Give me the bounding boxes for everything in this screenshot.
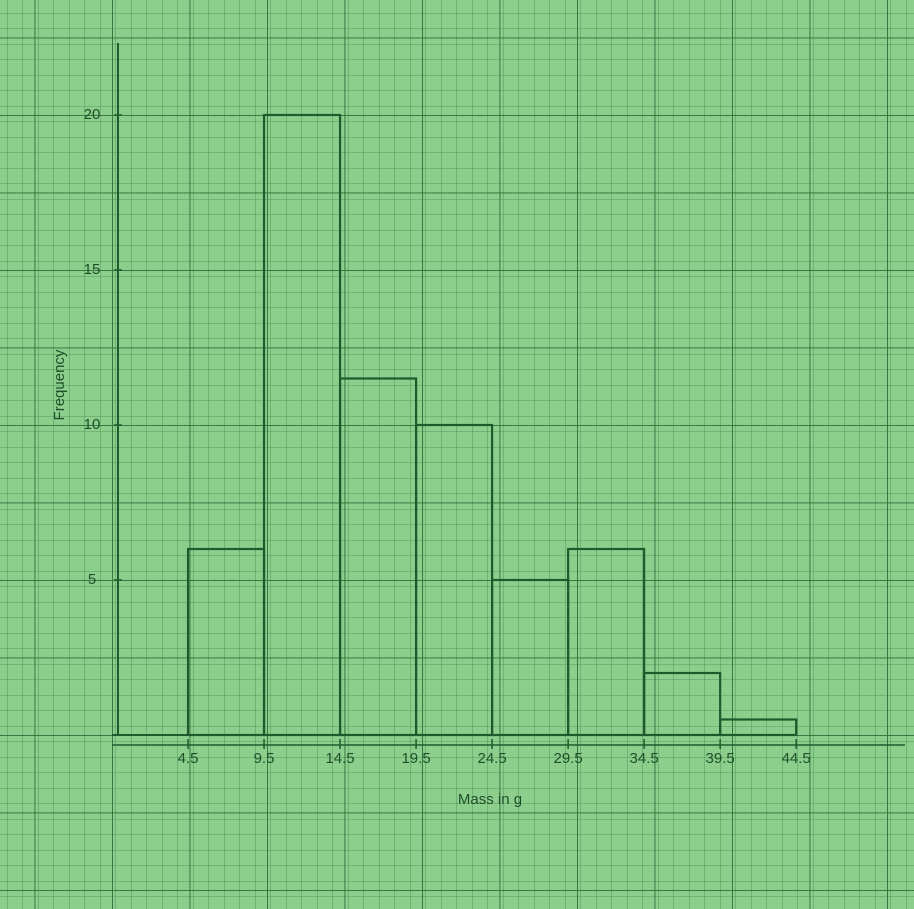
bar bbox=[719, 718, 798, 737]
y-tick-label: 20 bbox=[84, 106, 101, 123]
bar bbox=[567, 547, 646, 737]
x-tick-label: 19.5 bbox=[401, 750, 430, 767]
x-tick-label: 44.5 bbox=[782, 750, 811, 767]
x-tick-label: 14.5 bbox=[325, 750, 354, 767]
x-tick-label: 39.5 bbox=[706, 750, 735, 767]
x-tick-label: 34.5 bbox=[630, 750, 659, 767]
x-tick-label: 4.5 bbox=[178, 750, 199, 767]
x-axis-label: Mass in g bbox=[458, 791, 522, 808]
bar bbox=[643, 671, 722, 737]
y-tick-label: 15 bbox=[84, 261, 101, 278]
y-tick-label: 10 bbox=[84, 416, 101, 433]
x-tick-label: 29.5 bbox=[554, 750, 583, 767]
x-tick-label: 24.5 bbox=[477, 750, 506, 767]
x-tick-label: 9.5 bbox=[254, 750, 275, 767]
y-tick-label: 5 bbox=[88, 571, 96, 588]
y-axis-label: Frequency bbox=[51, 349, 68, 420]
